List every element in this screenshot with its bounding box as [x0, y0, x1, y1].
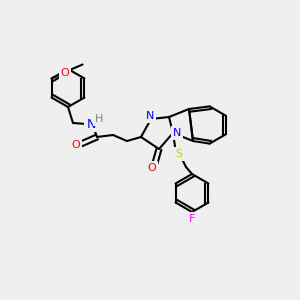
Text: N: N	[146, 111, 154, 121]
Text: N: N	[86, 118, 96, 130]
Text: O: O	[60, 68, 69, 77]
Text: O: O	[72, 140, 80, 150]
Text: F: F	[189, 214, 195, 224]
Text: O: O	[148, 163, 156, 173]
Text: N: N	[173, 128, 181, 138]
Text: S: S	[176, 149, 183, 159]
Text: H: H	[95, 114, 103, 124]
